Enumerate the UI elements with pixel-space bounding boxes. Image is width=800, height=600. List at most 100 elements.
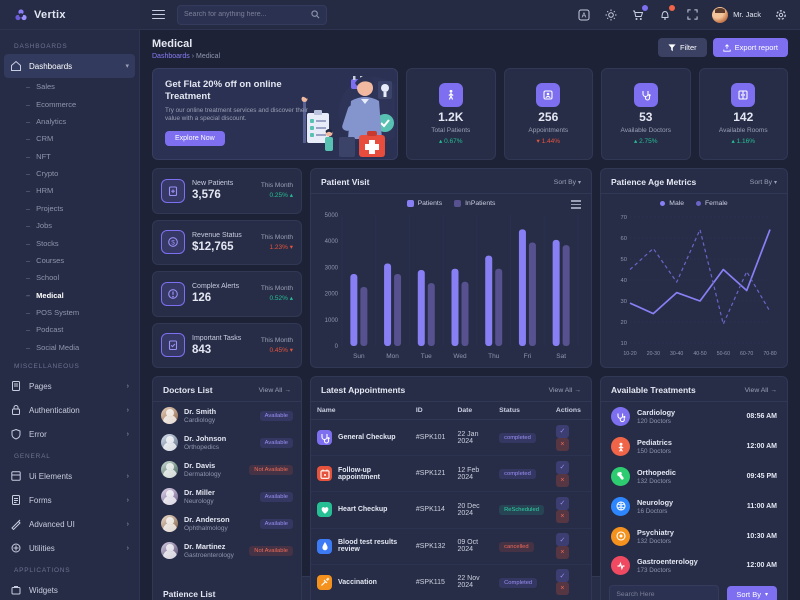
topbar: A Mr. Jack xyxy=(140,0,800,30)
mini-value: 3,576 xyxy=(192,189,221,202)
cancel-button[interactable]: × xyxy=(555,509,569,523)
chevron-right-icon: › xyxy=(126,544,129,552)
promo-body: Try our online treatment services and di… xyxy=(165,106,308,123)
sidebar-item-authentication[interactable]: Authentication › xyxy=(0,398,139,422)
sidebar-subitem-podcast[interactable]: – Podcast xyxy=(0,321,139,338)
patience-sort-button[interactable]: Sort By ▾ xyxy=(727,585,777,600)
treatment-time: 10:30 AM xyxy=(746,532,777,540)
sidebar-subitem-stocks[interactable]: – Stocks xyxy=(0,234,139,251)
treatments-view-all[interactable]: View All → xyxy=(744,386,777,394)
patient-visit-sort-by[interactable]: Sort By ▾ xyxy=(553,178,581,186)
cart-icon[interactable] xyxy=(631,4,649,22)
sidebar-item-advanced-ui[interactable]: Advanced UI › xyxy=(0,512,139,536)
treatment-row-orthopedic[interactable]: Orthopedic 132 Doctors 09:45 PM xyxy=(601,462,787,492)
appointments-col-actions: Actions xyxy=(549,402,591,420)
treatment-row-cardiology[interactable]: Cardiology 120 Doctors 08:56 AM xyxy=(601,402,787,432)
settings-gear-icon[interactable] xyxy=(774,8,788,22)
availability-badge: Available xyxy=(259,437,293,448)
sidebar-subitem-crm[interactable]: – CRM xyxy=(0,130,139,147)
cancel-button[interactable]: × xyxy=(555,437,569,451)
patience-search-input[interactable] xyxy=(609,585,720,600)
doctor-row-dr-martinez[interactable]: Dr. Martinez Gastroenterology Not Availabl… xyxy=(153,537,301,564)
chevron-right-icon: › xyxy=(126,382,129,390)
treatment-name: Orthopedic xyxy=(637,467,676,477)
sidebar-subitem-pos-system[interactable]: – POS System xyxy=(0,304,139,321)
doctor-row-dr-miller[interactable]: Dr. Miller Neurology Available xyxy=(153,483,301,510)
appointments-view-all[interactable]: View All → xyxy=(548,386,581,394)
bell-icon[interactable] xyxy=(658,4,676,22)
search-input[interactable] xyxy=(184,11,307,18)
treatment-row-gastroenterology[interactable]: Gastroenterology 173 Doctors 12:00 AM xyxy=(601,551,787,581)
approve-button[interactable]: ✓ xyxy=(555,496,569,510)
theme-sun-icon[interactable] xyxy=(604,8,618,22)
translate-icon[interactable]: A xyxy=(577,8,591,22)
treatment-row-neurology[interactable]: Neurology 16 Doctors 11:00 AM xyxy=(601,491,787,521)
sidebar-subitem-medical[interactable]: – Medical xyxy=(0,287,139,304)
sidebar-section-applications: APPLICATIONS xyxy=(14,567,71,574)
dash-bullet: – xyxy=(26,221,31,231)
age-metrics-sort-by[interactable]: Sort By ▾ xyxy=(749,178,777,186)
treatment-doctors: 16 Doctors xyxy=(637,507,668,515)
sidebar-item-dashboards[interactable]: Dashboards ▾ xyxy=(4,54,135,78)
cancel-button[interactable]: × xyxy=(555,546,569,560)
chart-menu-icon[interactable] xyxy=(571,200,581,209)
doctors-list-card: Doctors List View All → Dr. Smith Cardiol… xyxy=(152,376,302,600)
sidebar-subitem-analytics[interactable]: – Analytics xyxy=(0,113,139,130)
sidebar-subitem-crypto[interactable]: – Crypto xyxy=(0,165,139,182)
doctor-row-dr-johnson[interactable]: Dr. Johnson Orthopedics Available xyxy=(153,429,301,456)
doctor-row-dr-davis[interactable]: Dr. Davis Dermatology Not Available xyxy=(153,456,301,483)
sidebar-subitem-sales[interactable]: – Sales xyxy=(0,78,139,95)
export-report-button[interactable]: Export report xyxy=(712,38,788,57)
mini-card-new-patients: New Patients 3,576 This Month 0.25% ▴ xyxy=(152,168,302,214)
fullscreen-icon[interactable] xyxy=(685,8,699,22)
treatment-row-psychiatry[interactable]: Psychiatry 132 Doctors 10:30 AM xyxy=(601,521,787,551)
treatment-doctors: 132 Doctors xyxy=(637,537,671,545)
sidebar-item-widgets[interactable]: Widgets xyxy=(0,578,139,600)
sidebar-item-pages[interactable]: Pages › xyxy=(0,374,139,398)
syringe-icon xyxy=(317,574,332,590)
sidebar-item-forms[interactable]: Forms › xyxy=(0,488,139,512)
svg-text:50-60: 50-60 xyxy=(717,351,730,357)
sidebar-item-ui-elements[interactable]: Ui Elements › xyxy=(0,464,139,488)
approve-button[interactable]: ✓ xyxy=(555,533,569,547)
sidebar-subitem-hrm[interactable]: – HRM xyxy=(0,182,139,199)
sidebar-subitem-school[interactable]: – School xyxy=(0,269,139,286)
cancel-button[interactable]: × xyxy=(555,473,569,487)
menu-toggle-icon[interactable] xyxy=(152,9,165,20)
sidebar-item-utilities[interactable]: Utilities › xyxy=(0,536,139,560)
explore-now-button[interactable]: Explore Now xyxy=(165,130,225,146)
treatment-row-pediatrics[interactable]: Pediatrics 150 Doctors 12:00 AM xyxy=(601,432,787,462)
stat-delta: ▴ 0.67% xyxy=(439,138,463,145)
sidebar-item-error[interactable]: Error › xyxy=(0,422,139,446)
user-menu[interactable]: Mr. Jack xyxy=(712,6,761,23)
brand-logo[interactable]: Vertix xyxy=(0,0,140,30)
search-icon[interactable] xyxy=(311,10,320,19)
global-search xyxy=(177,4,327,25)
svg-text:50: 50 xyxy=(621,257,627,263)
sidebar-subitem-nft[interactable]: – NFT xyxy=(0,148,139,165)
approve-button[interactable]: ✓ xyxy=(555,424,569,438)
doctor-row-dr-smith[interactable]: Dr. Smith Cardiology Available xyxy=(153,402,301,429)
sidebar-subitem-projects[interactable]: – Projects xyxy=(0,200,139,217)
sidebar-subitem-ecommerce[interactable]: – Ecommerce xyxy=(0,95,139,112)
dash-bullet: – xyxy=(26,116,31,126)
dash-bullet: – xyxy=(26,325,31,335)
cancel-button[interactable]: × xyxy=(555,582,569,596)
mini-delta: 0.52% ▴ xyxy=(269,295,294,303)
approve-button[interactable]: ✓ xyxy=(555,569,569,583)
tasks-icon xyxy=(161,333,185,358)
approve-button[interactable]: ✓ xyxy=(555,460,569,474)
legend-male: Male xyxy=(660,200,684,207)
appointment-id: #SPK121 xyxy=(409,455,452,493)
filter-button[interactable]: Filter xyxy=(657,38,707,57)
sidebar-subitem-jobs[interactable]: – Jobs xyxy=(0,217,139,234)
sidebar-subitem-courses[interactable]: – Courses xyxy=(0,252,139,269)
appointments-col-date: Date xyxy=(451,402,494,420)
sidebar-subitem-social-media[interactable]: – Social Media xyxy=(0,339,139,356)
sidebar-item-label: Forms xyxy=(29,495,52,505)
doctors-view-all[interactable]: View All → xyxy=(258,386,291,394)
mini-value: 126 xyxy=(192,292,212,305)
breadcrumb-dashboards[interactable]: Dashboards xyxy=(152,53,190,60)
stat-label: Available Doctors xyxy=(620,127,671,134)
doctor-row-dr-anderson[interactable]: Dr. Anderson Ophthalmology Available xyxy=(153,510,301,537)
